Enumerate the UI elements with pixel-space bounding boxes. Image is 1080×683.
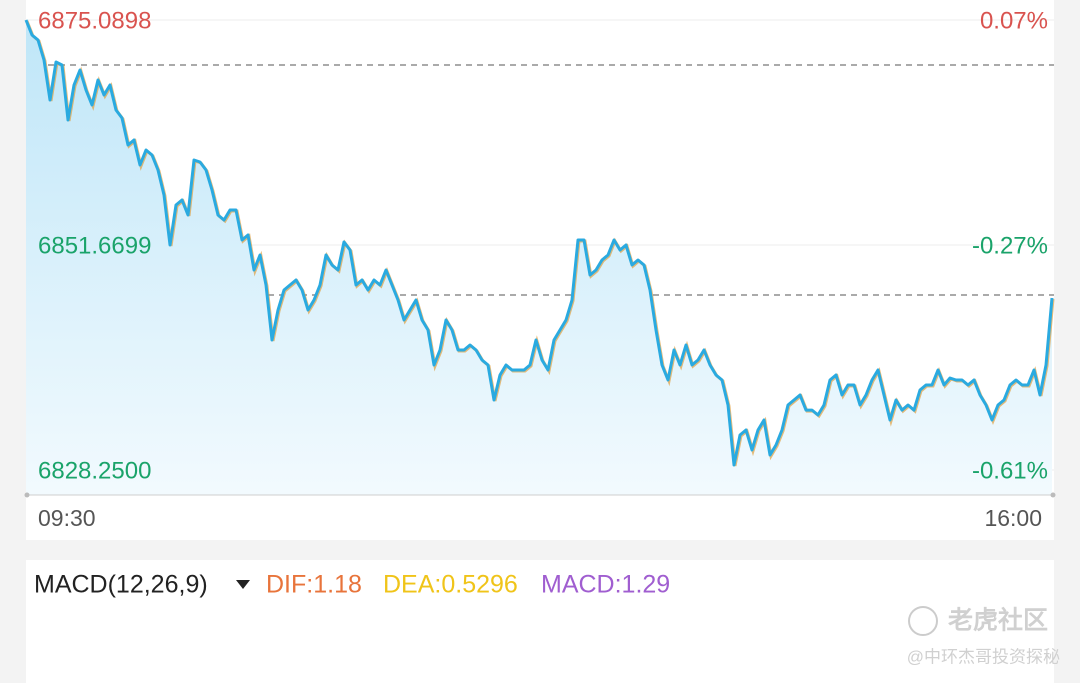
- y-tick-label: 6828.2500: [38, 457, 151, 484]
- watermark-logo: [908, 606, 938, 636]
- watermark-author: @中环杰哥投资探秘: [907, 647, 1060, 666]
- x-tick-label: 09:30: [38, 505, 96, 531]
- axis-dot: [1050, 492, 1056, 498]
- y-tick-label: 6851.6699: [38, 232, 151, 259]
- dea-label: DEA:0.5296: [383, 571, 518, 599]
- y2-tick-label: 0.07%: [980, 7, 1048, 34]
- y2-tick-label: -0.61%: [972, 457, 1048, 484]
- y-tick-label: 6875.0898: [38, 7, 151, 34]
- plot: 6875.0898 6851.6699 6828.2500 0.07% -0.27% -0…: [24, 7, 1055, 495]
- watermark-brand: 老虎社区: [948, 606, 1048, 635]
- x-tick-label: 16:00: [984, 505, 1042, 531]
- macd-title[interactable]: MACD(12,26,9): [34, 571, 208, 599]
- dropdown-icon[interactable]: [236, 580, 250, 589]
- y2-tick-label: -0.27%: [972, 232, 1048, 259]
- line: [24, 19, 1054, 467]
- area: [26, 20, 1052, 495]
- axis-dot: [24, 492, 30, 498]
- macd-panel: [26, 560, 1054, 683]
- macd-label: MACD:1.29: [541, 571, 670, 599]
- dif-label: DIF:1.18: [266, 571, 362, 599]
